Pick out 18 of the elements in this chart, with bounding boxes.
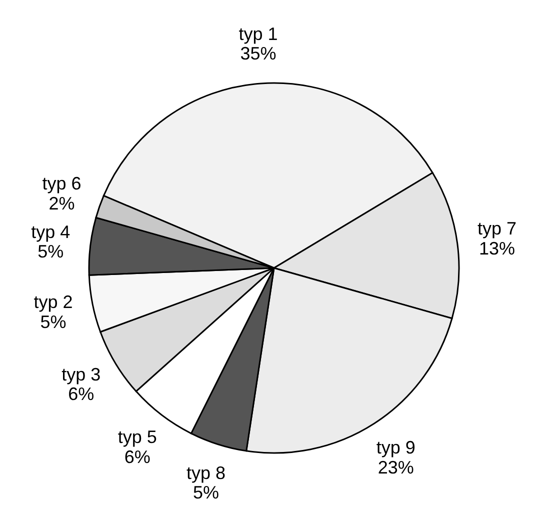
data-label: 5% [192, 482, 219, 503]
slice-label: typ 6 [42, 174, 82, 194]
slice-label: typ 7 [478, 218, 517, 239]
slice-label: typ 1 [238, 24, 278, 44]
data-label: 2% [48, 193, 75, 214]
data-label: 6% [68, 384, 94, 404]
data-label: 5% [38, 242, 64, 262]
slice-label: typ 2 [34, 292, 73, 312]
slice-label: typ 5 [118, 427, 157, 448]
slice-label: typ 3 [62, 364, 101, 384]
data-label: 23% [378, 457, 414, 478]
data-label: 35% [240, 44, 276, 64]
data-label: 13% [479, 238, 516, 258]
slice-label: typ 8 [186, 462, 226, 483]
data-label: 5% [40, 312, 66, 332]
slice-label: typ 4 [31, 222, 70, 242]
data-label: 6% [124, 446, 150, 467]
slice-label: typ 9 [376, 438, 416, 458]
